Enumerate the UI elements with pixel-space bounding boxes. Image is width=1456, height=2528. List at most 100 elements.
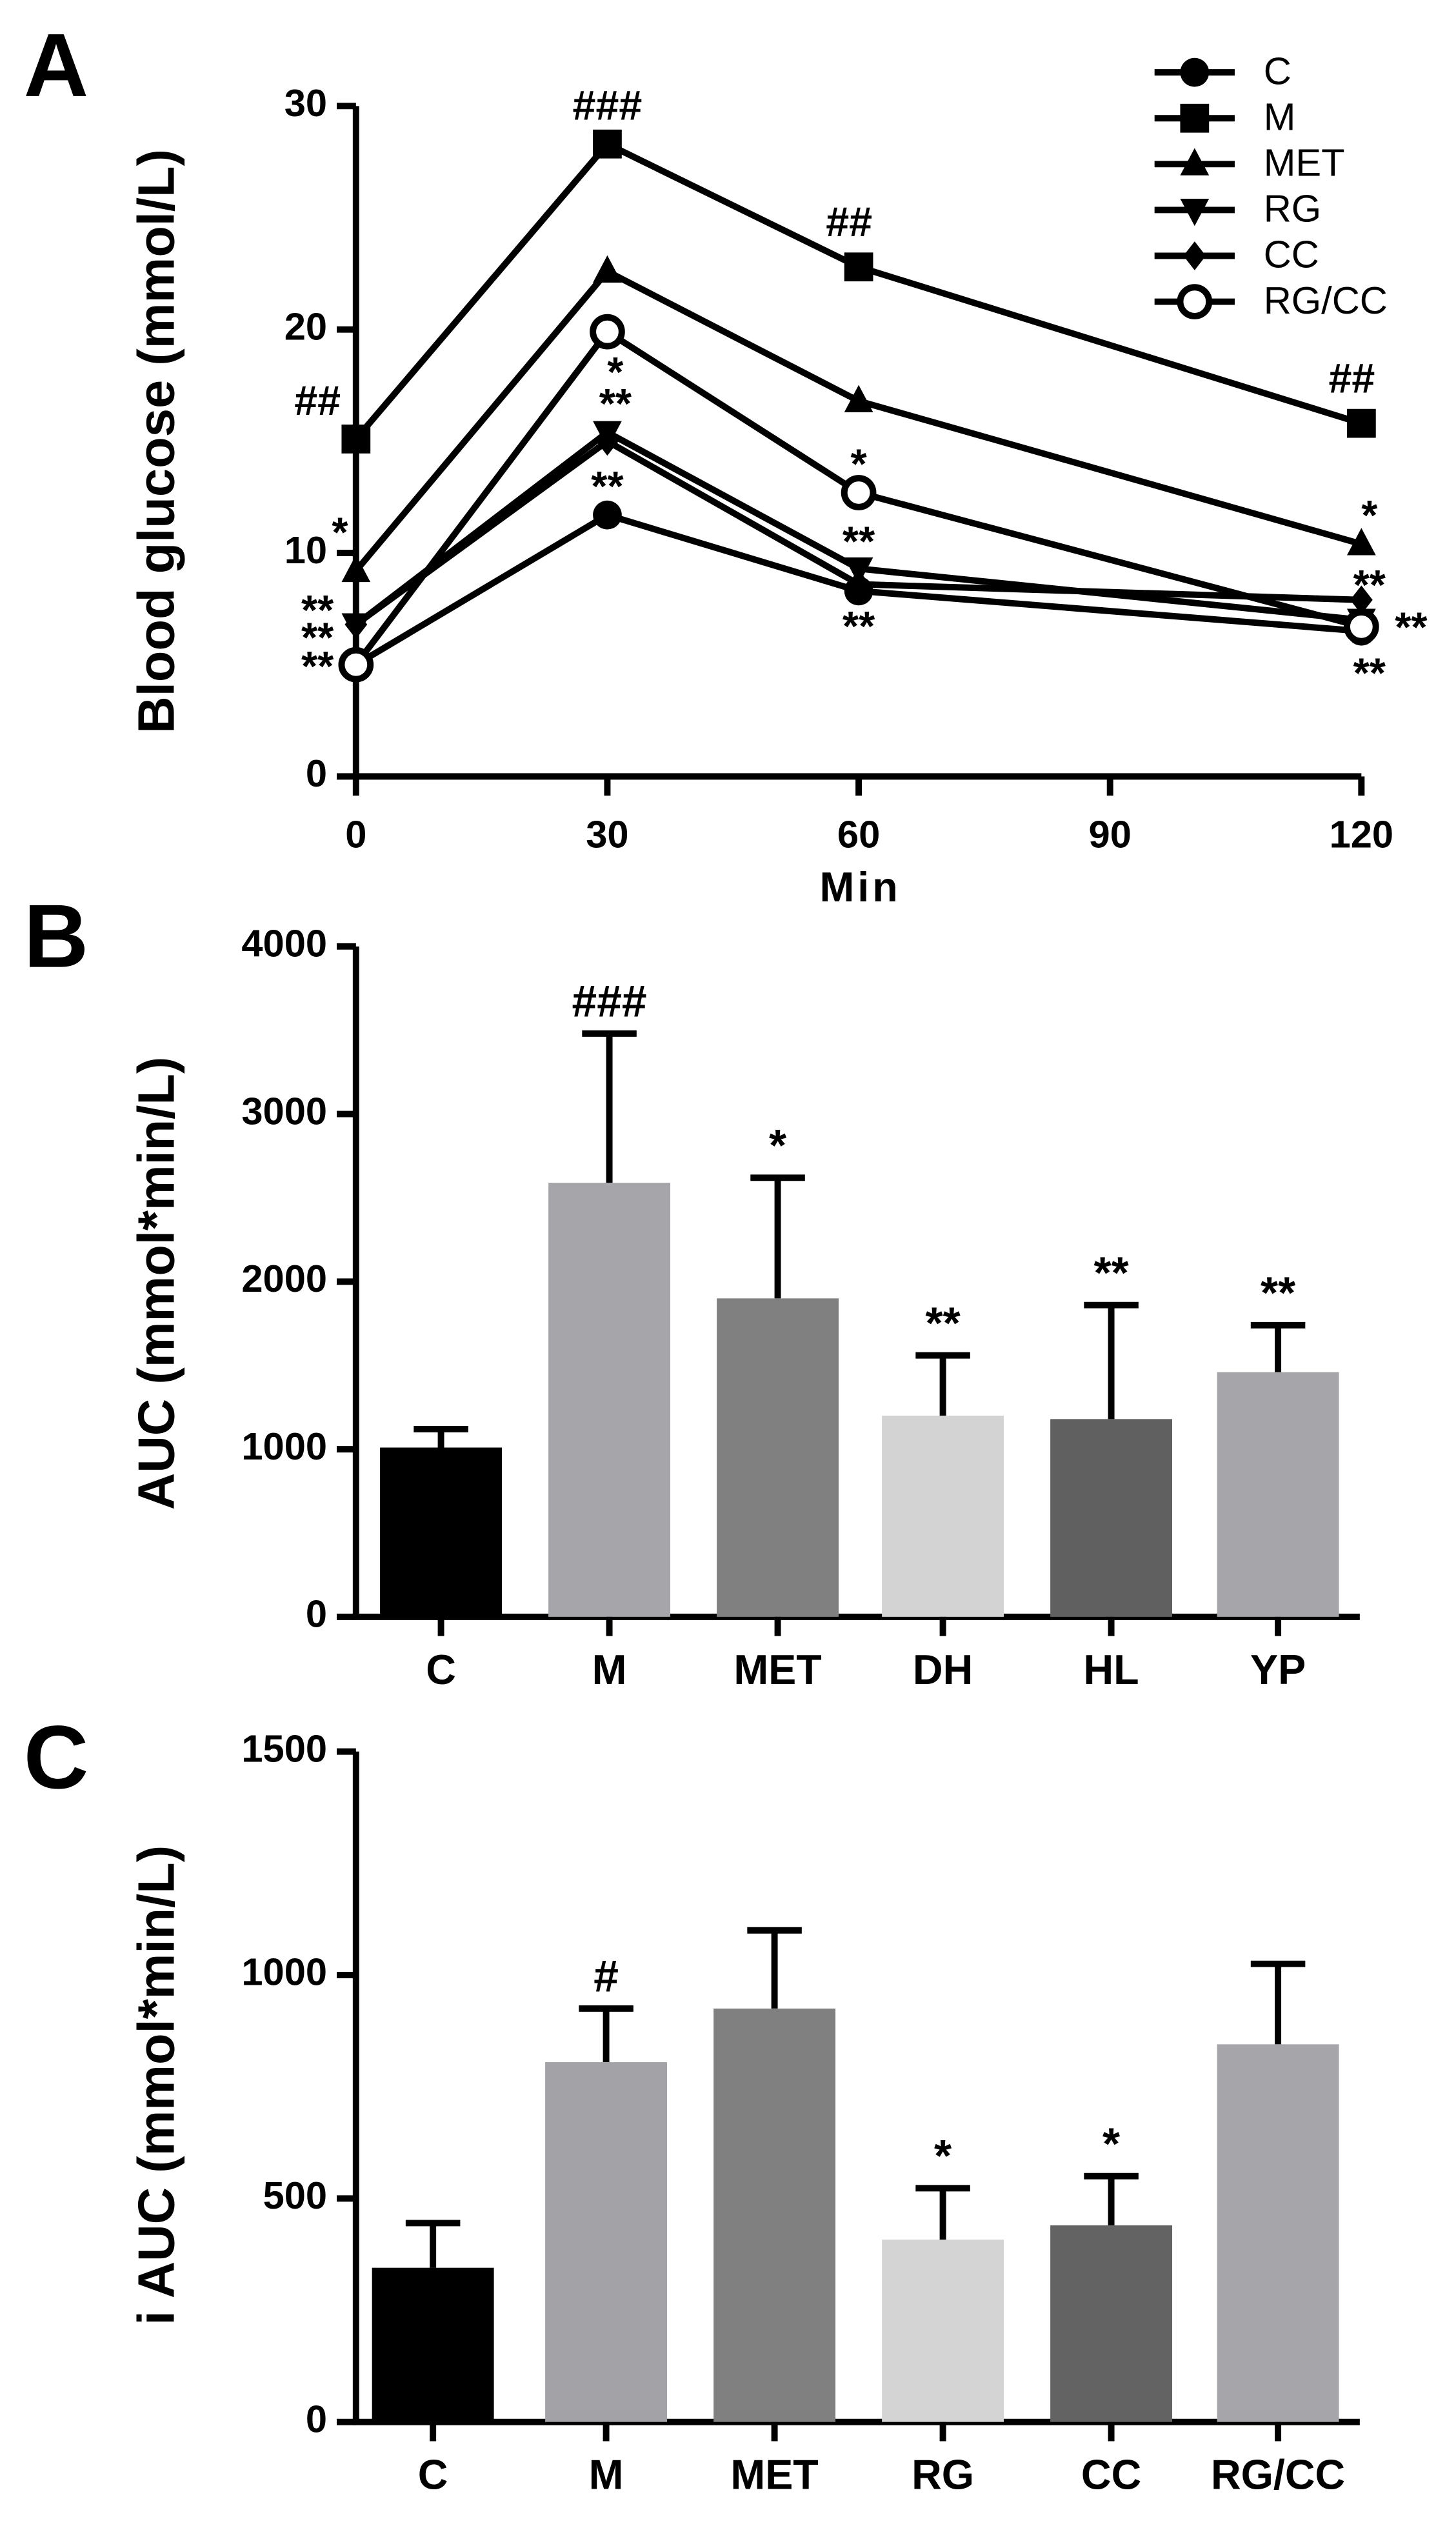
y-tick-label: 500 [263,2174,328,2217]
annotation: ## [826,199,872,245]
annotation: ** [1395,604,1428,650]
marker [844,252,873,282]
annotation: # [593,1951,619,2001]
y-tick-label: 2000 [241,1257,327,1300]
series-line [354,511,1362,668]
marker [593,129,622,159]
marker [844,385,873,412]
annotation: ** [1261,1268,1296,1318]
bar [1217,2044,1339,2422]
annotation: ** [843,518,875,565]
annotation: ## [294,377,341,424]
bar [548,1183,671,1617]
panel-label: B [24,887,89,987]
x-tick-label: RG [912,2452,974,2498]
bar [717,1298,839,1617]
y-tick-label: 1000 [241,1425,327,1468]
x-tick-label: C [418,2452,448,2498]
y-tick-label: 0 [306,752,327,795]
marker [1346,528,1376,556]
annotation: * [769,1120,787,1170]
x-tick-label: DH [913,1647,973,1693]
x-tick-label: C [426,1647,456,1693]
annotation: ** [301,614,334,661]
marker [341,554,371,583]
marker [847,570,870,599]
legend-marker [1180,103,1210,133]
x-tick-label: RG/CC [1211,2452,1345,2498]
marker [1350,585,1373,615]
y-tick-label: 4000 [241,922,327,965]
marker [590,314,625,350]
marker [841,475,877,510]
annotation: ### [573,83,643,129]
y-tick-label: 3000 [241,1089,327,1132]
y-tick-label: 20 [284,305,327,348]
bar [545,2062,668,2422]
annotation: ** [1353,650,1386,696]
y-axis-label: Blood glucose (mmol/L) [128,149,185,734]
x-tick-label: M [589,2452,624,2498]
legend-label: MET [1264,141,1345,185]
legend-marker [1180,148,1210,176]
marker [593,500,622,530]
annotation: * [1361,492,1378,538]
x-tick-label: 30 [586,813,628,856]
series-line [354,437,1362,627]
y-tick-label: 0 [306,1592,327,1636]
legend-label: M [1264,95,1296,138]
bar [1217,1372,1339,1617]
panel-label: C [24,1707,89,1807]
annotation: * [607,348,624,395]
x-tick-label: HL [1084,1647,1139,1693]
x-tick-label: MET [733,1647,821,1693]
x-tick-label: 90 [1089,813,1132,856]
legend-label: C [1264,49,1291,92]
bar [372,2267,494,2422]
annotation: * [1102,2118,1121,2169]
annotation: ** [1094,1247,1130,1298]
annotation: * [332,509,348,556]
series-line [353,327,1362,667]
series-line [354,140,1362,441]
marker [341,425,371,454]
annotation: ### [572,976,647,1027]
legend-label: CC [1264,233,1319,276]
bar [1050,2225,1173,2422]
annotation: ** [599,380,632,426]
y-tick-label: 0 [306,2397,327,2440]
x-tick-label: 60 [837,813,880,856]
annotation: ** [301,587,334,634]
marker [596,426,619,456]
series-line [354,267,1362,573]
legend-marker [1180,199,1210,226]
x-tick-label: CC [1081,2452,1141,2498]
y-tick-label: 10 [284,528,327,572]
bar [380,1447,503,1617]
legend-label: RG [1264,187,1321,230]
marker [593,255,622,283]
x-tick-label: M [592,1647,627,1693]
panel-label: A [24,15,89,115]
annotation: ** [926,1298,961,1348]
legend-marker [1180,57,1210,87]
legend-label: RG/CC [1264,279,1388,322]
y-tick-label: 1000 [241,1951,327,1994]
annotation: ** [301,643,334,690]
legend-marker [1183,241,1206,270]
bar [882,2240,1004,2422]
bar [713,2008,836,2422]
x-tick-label: MET [730,2452,818,2498]
marker [1344,608,1379,645]
bar [882,1416,1004,1617]
annotation: * [934,2131,952,2181]
annotation: ** [591,463,624,509]
bar [1050,1419,1173,1617]
y-axis-label: AUC (mmol*min/L) [128,1057,185,1510]
marker [1346,408,1376,438]
annotation: ** [843,603,875,650]
marker [338,647,374,683]
annotation: ## [1328,356,1375,402]
